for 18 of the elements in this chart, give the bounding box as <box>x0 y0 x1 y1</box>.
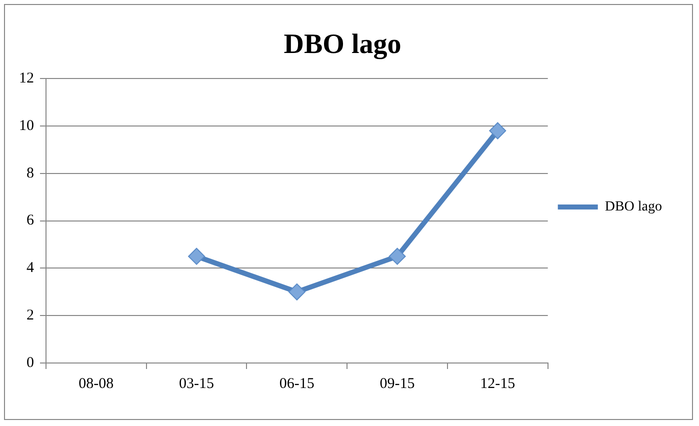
y-tick-label: 6 <box>26 212 34 229</box>
x-tick-label: 08-08 <box>78 376 114 392</box>
chart-title: DBO lago <box>284 29 402 60</box>
point <box>489 122 506 140</box>
y-tick-label: 10 <box>19 118 34 134</box>
x-tick-label: 03-15 <box>179 376 214 392</box>
x-tick-label: 06-15 <box>279 376 314 392</box>
point <box>288 283 306 300</box>
x-tick-label: 09-15 <box>380 376 415 392</box>
y-tick-label: 12 <box>19 70 34 87</box>
y-tick-label: 2 <box>26 308 34 324</box>
x-tick-label: 12-15 <box>480 376 516 392</box>
legend-label: DBO lago <box>604 200 662 215</box>
point <box>188 248 206 265</box>
point <box>388 248 406 265</box>
y-tick-label: 8 <box>26 165 34 182</box>
y-tick-label: 4 <box>26 260 34 276</box>
y-tick-label: 0 <box>26 354 34 371</box>
